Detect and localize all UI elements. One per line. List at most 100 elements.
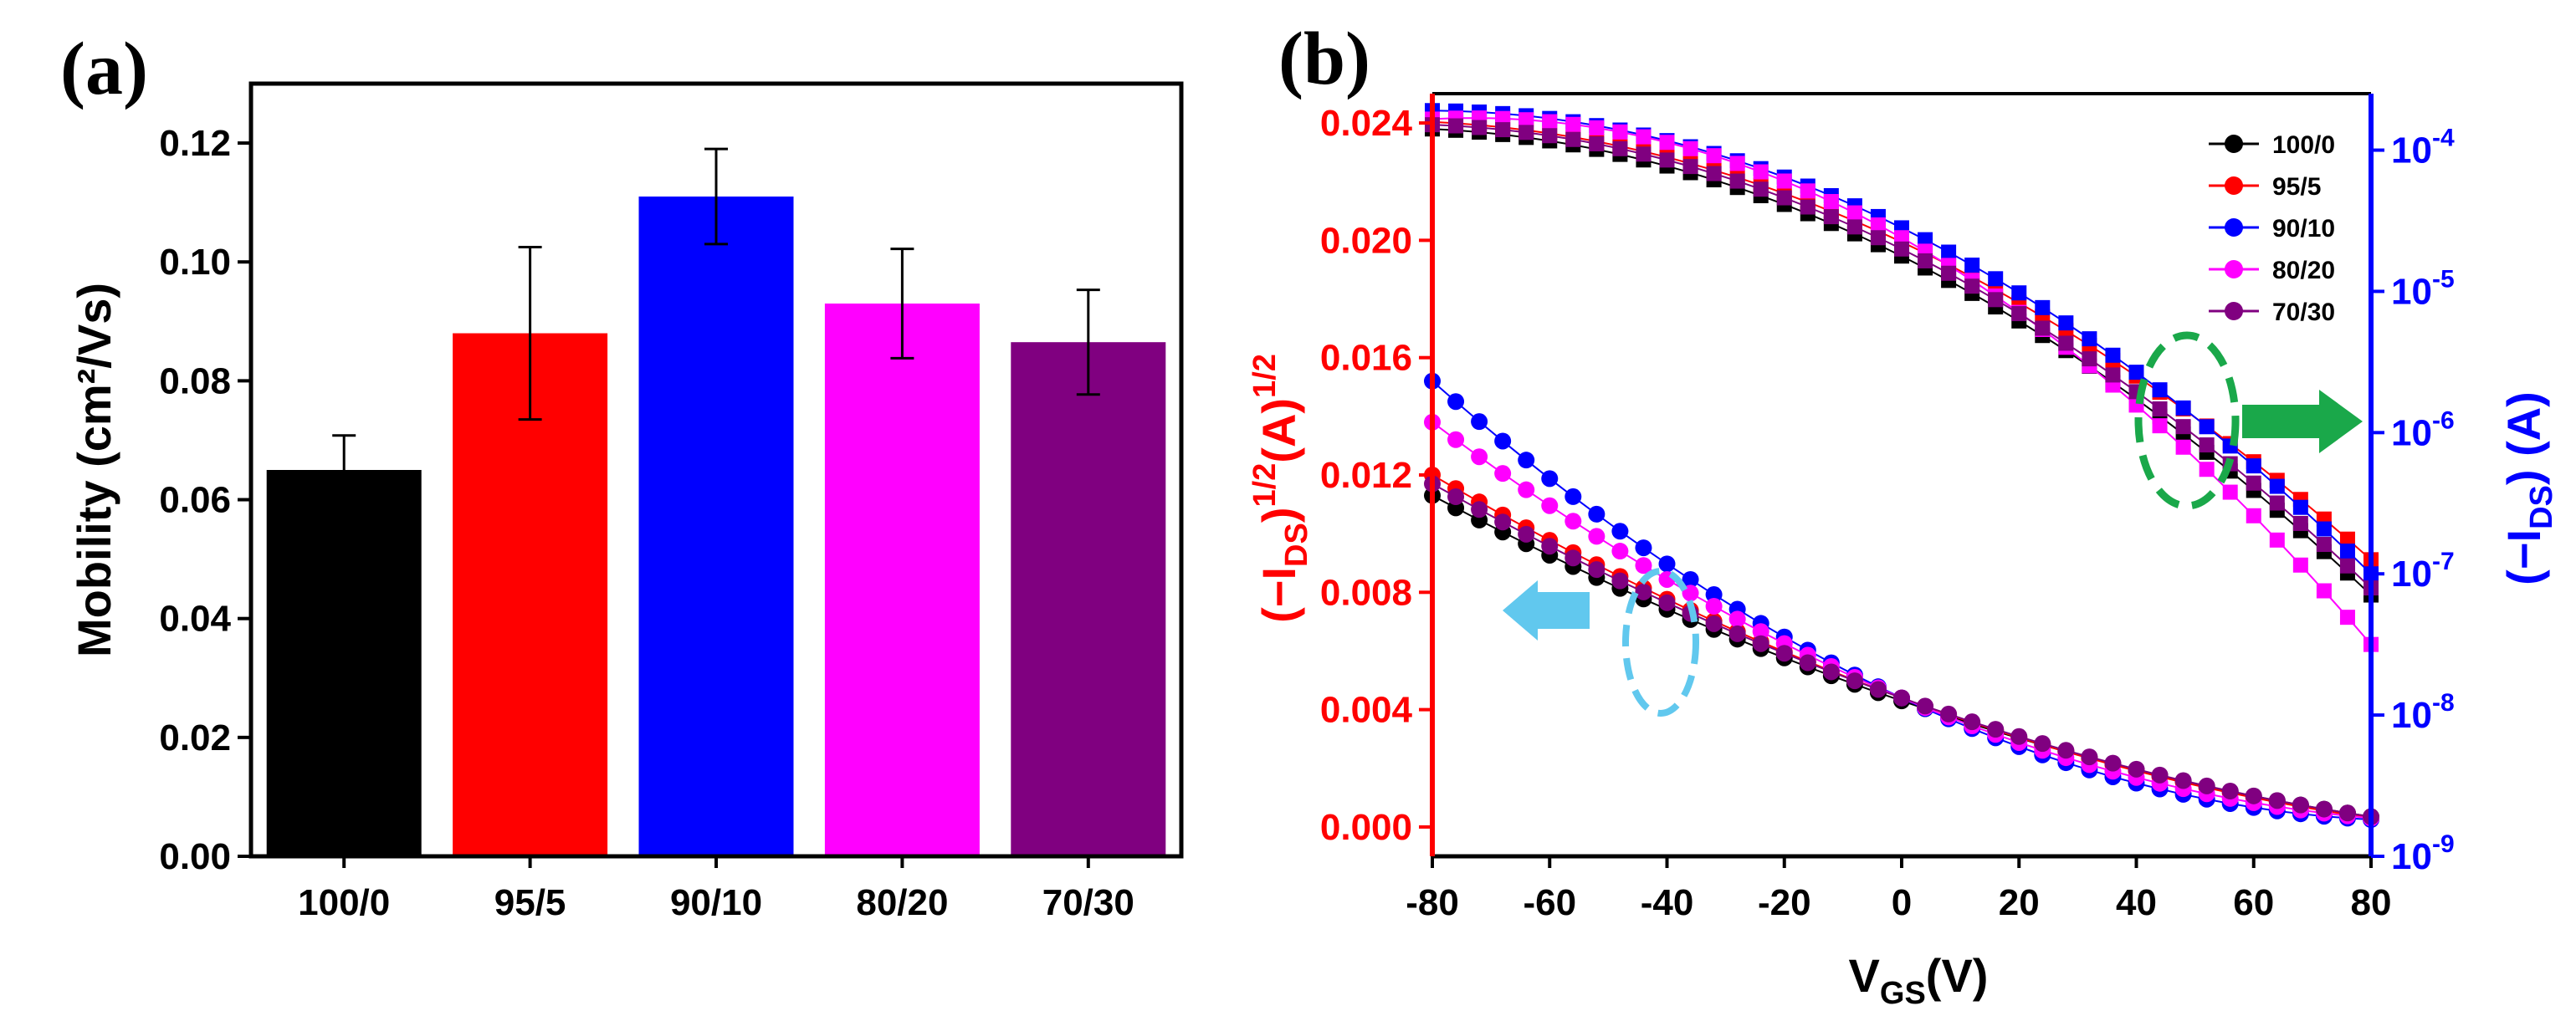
log-point-70-30 <box>1542 128 1558 144</box>
x-tick-label: 0 <box>1892 882 1912 923</box>
log-point-80-20 <box>1870 217 1886 232</box>
sqrt-curve-70-30 <box>1431 483 2372 818</box>
sqrt-point-70-30 <box>2034 735 2051 753</box>
sqrt-point-70-30 <box>2292 796 2309 814</box>
log-point-70-30 <box>2152 401 2168 416</box>
log-point-80-20 <box>2199 462 2215 477</box>
log-point-90-10 <box>2339 544 2355 559</box>
sqrt-point-70-30 <box>1494 513 1512 531</box>
sqrt-point-70-30 <box>2245 787 2262 804</box>
log-point-70-30 <box>1636 146 1652 162</box>
log-point-70-30 <box>2339 558 2355 574</box>
panel-b-label: (b) <box>1278 18 1370 100</box>
bar-80-20 <box>824 303 980 856</box>
error-bar-90-10 <box>704 147 728 246</box>
log-point-80-20 <box>1846 205 1862 221</box>
x-tick-label: -80 <box>1406 882 1459 923</box>
log-point-70-30 <box>1729 173 1745 189</box>
bar-70-30 <box>1011 342 1166 857</box>
error-bar-95-5 <box>518 245 542 421</box>
sqrt-point-80-20 <box>1705 598 1723 615</box>
sqrt-point-70-30 <box>1752 635 1769 652</box>
panel-b-x-axis-title: VGS(V) <box>1849 949 1989 1011</box>
right-y-tick-label: 10-4 <box>2391 125 2455 171</box>
log-point-70-30 <box>1964 278 1980 294</box>
log-point-70-30 <box>1894 241 1909 257</box>
error-bar-80-20 <box>890 248 914 360</box>
left-y-tick-label: 0.012 <box>1320 455 1412 496</box>
log-point-70-30 <box>1870 230 1886 246</box>
panel-b-left-y-axis-title: (−IDS)1/2(A)1/2 <box>1247 354 1314 623</box>
log-point-70-30 <box>1495 122 1511 138</box>
sqrt-point-70-30 <box>1611 572 1629 590</box>
svg-text:70/30: 70/30 <box>2272 299 2335 326</box>
left-y-tick-label: 0.016 <box>1320 338 1412 379</box>
svg-text:90/10: 90/10 <box>2272 215 2335 243</box>
sqrt-point-90-10 <box>1541 470 1559 488</box>
legend-item-90-10: 90/10 <box>2209 215 2335 243</box>
sqrt-point-70-30 <box>2198 777 2215 794</box>
right-y-tick-label: 10-6 <box>2391 406 2455 453</box>
sqrt-point-80-20 <box>1752 623 1769 641</box>
log-point-70-30 <box>2175 419 2191 435</box>
sqrt-point-70-30 <box>2338 804 2356 822</box>
log-point-70-30 <box>1565 131 1581 147</box>
bar-100-0 <box>266 470 422 856</box>
sqrt-point-70-30 <box>1775 645 1793 662</box>
log-point-80-20 <box>1682 140 1698 156</box>
log-point-90-10 <box>1988 271 2004 287</box>
x-tick-label: 100/0 <box>298 882 390 923</box>
sqrt-point-90-10 <box>1635 539 1652 557</box>
sqrt-point-90-10 <box>1658 555 1676 573</box>
log-point-95-5 <box>2339 531 2355 547</box>
legend-item-70-30: 70/30 <box>2209 299 2335 326</box>
log-point-90-10 <box>1918 232 1933 248</box>
right-y-tick-label: 10-8 <box>2391 689 2455 736</box>
log-point-90-10 <box>2035 299 2051 315</box>
panel-a-y-axis-title: Mobility (cm²/Vs) <box>68 283 120 657</box>
log-point-70-30 <box>1659 152 1675 168</box>
error-bar-100-0 <box>332 434 356 506</box>
log-point-80-20 <box>2152 418 2168 434</box>
sqrt-point-80-20 <box>1588 528 1606 545</box>
sqrt-point-70-30 <box>1940 705 1958 723</box>
right-y-tick-label: 10-9 <box>2391 830 2455 877</box>
sqrt-point-70-30 <box>1822 663 1840 681</box>
x-tick-label: 60 <box>2233 882 2274 923</box>
log-point-90-10 <box>2058 315 2074 331</box>
sqrt-point-70-30 <box>1705 615 1723 632</box>
legend-item-95-5: 95/5 <box>2209 173 2321 201</box>
log-point-70-30 <box>1776 190 1792 206</box>
sqrt-point-70-30 <box>1799 654 1816 671</box>
sqrt-point-70-30 <box>1635 583 1652 600</box>
log-point-80-20 <box>2246 508 2261 523</box>
log-point-80-20 <box>1612 124 1628 140</box>
log-point-90-10 <box>2105 347 2121 363</box>
log-point-70-30 <box>1518 125 1534 140</box>
log-point-80-20 <box>1659 135 1675 151</box>
sqrt-point-70-30 <box>1588 561 1606 579</box>
panel-a-bars <box>266 197 1166 857</box>
log-point-70-30 <box>1682 159 1698 175</box>
log-point-70-30 <box>1800 199 1815 215</box>
left-y-tick-label: 0.000 <box>1320 807 1412 848</box>
log-point-70-30 <box>1823 209 1839 225</box>
panel-b-right-y-axis-title: (−IDS) (A) <box>2497 391 2559 585</box>
log-point-90-10 <box>2246 458 2261 474</box>
x-tick-label: 90/10 <box>670 882 762 923</box>
sqrt-point-70-30 <box>2151 766 2169 784</box>
left-axis-arrow <box>1503 580 1590 641</box>
panel-b-axes: -80 -60 -40 -20 0 20 40 60 80 0.000 0.004 0.008 0.01… <box>1320 92 2455 923</box>
sqrt-point-70-30 <box>2315 800 2333 818</box>
sqrt-point-70-30 <box>1893 689 1910 707</box>
log-point-70-30 <box>1846 219 1862 235</box>
x-tick-label: 80 <box>2351 882 2392 923</box>
left-y-tick-label: 0.008 <box>1320 572 1412 613</box>
y-tick-label: 0.00 <box>159 836 231 877</box>
sqrt-point-80-20 <box>1541 497 1559 514</box>
sqrt-point-80-20 <box>1447 431 1465 448</box>
sqrt-point-80-20 <box>1471 448 1488 466</box>
sqrt-point-90-10 <box>1447 393 1465 411</box>
sqrt-point-70-30 <box>1917 697 1934 715</box>
legend-item-80-20: 80/20 <box>2209 257 2335 284</box>
